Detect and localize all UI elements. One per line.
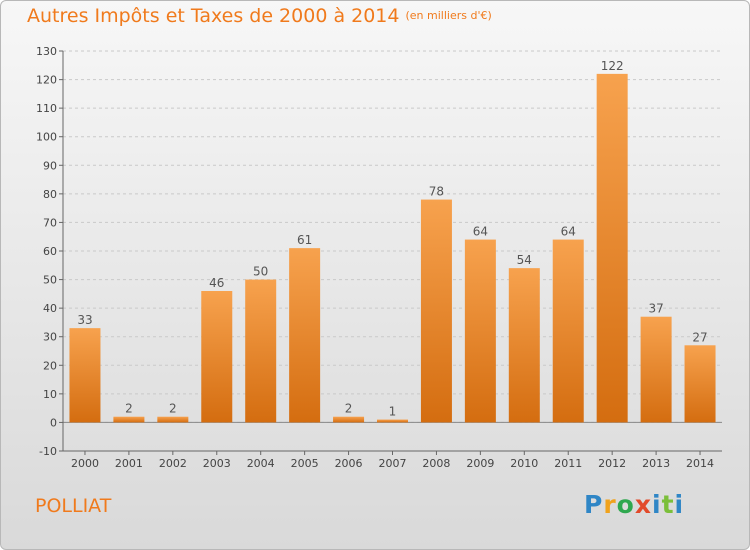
data-label: 61 — [297, 233, 312, 247]
data-labels: 33 2 2 46 50 61 2 1 78 64 54 64 122 37 27 — [77, 59, 707, 419]
y-tick-label: 50 — [43, 274, 57, 287]
data-label: 54 — [517, 253, 532, 267]
bar — [464, 239, 496, 423]
bar — [552, 239, 584, 423]
bar — [289, 248, 321, 423]
y-tick-label: 70 — [43, 216, 57, 229]
chart-title-text: Autres Impôts et Taxes de 2000 à 2014 — [27, 5, 400, 27]
x-tick-label: 2009 — [466, 457, 494, 470]
bar — [113, 416, 145, 423]
data-label: 122 — [601, 59, 624, 73]
bar — [684, 345, 716, 423]
data-label: 27 — [692, 330, 707, 344]
y-tick-label: 90 — [43, 159, 57, 172]
bar — [377, 419, 408, 423]
y-tick-label: 0 — [50, 416, 57, 429]
x-tick-label: 2002 — [159, 457, 187, 470]
y-tick-label: 40 — [43, 302, 57, 315]
y-tick-label: 100 — [36, 131, 57, 144]
bar — [201, 291, 233, 423]
y-tick-label: 110 — [36, 102, 57, 115]
x-tick-label: 2008 — [422, 457, 450, 470]
x-tick-label: 2001 — [115, 457, 143, 470]
chart-unit: (en milliers d'€) — [405, 9, 492, 22]
y-tick-label: 20 — [43, 359, 57, 372]
data-label: 78 — [429, 185, 444, 199]
x-tick-label: 2007 — [379, 457, 407, 470]
bar — [596, 73, 628, 423]
x-tick-label: 2005 — [291, 457, 319, 470]
data-label: 2 — [345, 402, 353, 416]
data-label: 1 — [389, 405, 397, 419]
data-label: 2 — [125, 402, 133, 416]
bar — [508, 268, 540, 423]
x-tick-label: 2010 — [510, 457, 538, 470]
data-label: 46 — [209, 276, 224, 290]
bar — [245, 279, 277, 423]
x-tick-label: 2006 — [335, 457, 363, 470]
x-tick-label: 2000 — [71, 457, 99, 470]
y-tick-label: 130 — [36, 45, 57, 58]
bar — [157, 416, 189, 423]
commune-name: POLLIAT — [35, 495, 112, 517]
bar — [333, 416, 365, 423]
bars — [69, 73, 716, 423]
y-tick-label: 60 — [43, 245, 57, 258]
x-tick-label: 2013 — [642, 457, 670, 470]
x-tick-label: 2012 — [598, 457, 626, 470]
bar — [420, 199, 452, 423]
x-tick-label: 2004 — [247, 457, 275, 470]
bar — [640, 316, 672, 423]
data-label: 37 — [648, 302, 663, 316]
y-tick-label: 10 — [43, 388, 57, 401]
data-label: 64 — [473, 225, 488, 239]
y-tick-labels: -10 0 10 20 30 40 50 60 70 80 90 100 110 120 130 — [36, 45, 57, 458]
proxiti-logo: Proxiti — [584, 490, 685, 519]
x-tick-labels: 2000 2001 2002 2003 2004 2005 2006 2007 2008 2009… — [71, 457, 714, 470]
data-label: 50 — [253, 265, 268, 279]
bar — [69, 328, 101, 423]
x-tick-label: 2003 — [203, 457, 231, 470]
x-tick-label: 2014 — [686, 457, 714, 470]
data-label: 33 — [77, 313, 92, 327]
y-tick-label: 120 — [36, 74, 57, 87]
y-tick-label: -10 — [39, 445, 57, 458]
x-tick-label: 2011 — [554, 457, 582, 470]
data-label: 2 — [169, 402, 177, 416]
chart-title: Autres Impôts et Taxes de 2000 à 2014 (en… — [27, 5, 492, 27]
data-label: 64 — [561, 225, 576, 239]
y-tick-label: 30 — [43, 331, 57, 344]
y-tick-label: 80 — [43, 188, 57, 201]
